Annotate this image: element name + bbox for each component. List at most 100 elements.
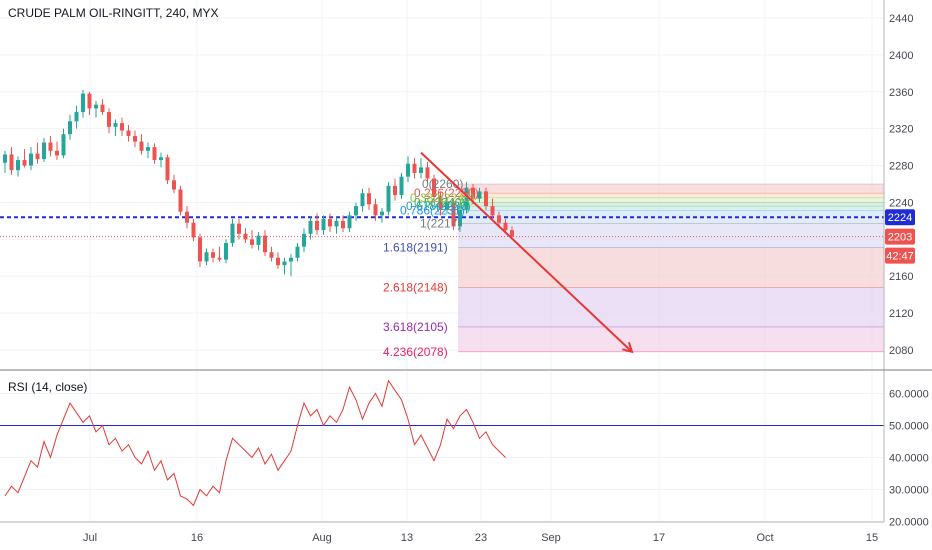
candle-body	[334, 220, 339, 227]
candle-body	[269, 252, 274, 258]
time-tick-label: 15	[866, 532, 878, 544]
candle-body	[276, 257, 280, 266]
candle-body	[386, 185, 391, 212]
time-tick-label: 13	[401, 532, 413, 544]
candle-body	[230, 223, 235, 244]
candle-body	[412, 163, 417, 173]
fib-level-label: 0.236(2250)	[414, 186, 479, 200]
fib-band	[458, 202, 884, 207]
candle-body	[22, 160, 27, 166]
candle-body	[490, 206, 495, 216]
price-badges: 2224 2203 42:47	[885, 209, 915, 264]
fib-level-label: 4.236(2078)	[383, 345, 448, 359]
candle-body	[360, 193, 365, 207]
fib-band	[458, 206, 884, 211]
candle-body	[237, 223, 241, 234]
candle-body	[477, 191, 482, 199]
candle-body	[464, 187, 469, 210]
candle-body	[243, 233, 248, 240]
time-tick-label: Jul	[83, 532, 97, 544]
candle-body	[250, 239, 254, 245]
price-tick-label: 2400	[889, 50, 913, 62]
price-tick-label: 2240	[889, 197, 913, 209]
time-tick-label: Aug	[312, 532, 332, 544]
candle-body	[341, 220, 345, 229]
fib-level-label: 0.786(2231)	[400, 204, 465, 218]
candle-body	[497, 215, 501, 223]
candle-body	[211, 252, 215, 258]
rsi-title: RSI (14, close)	[8, 380, 88, 394]
price-badge-label: 2224	[888, 212, 912, 224]
price-badge-label: 2203	[888, 232, 912, 244]
price-tick-label: 2080	[889, 345, 913, 357]
fib-level-label: 0.382(2245)	[410, 191, 475, 205]
fib-level-label: 0.618(2236)	[406, 199, 471, 213]
time-tick-label: Oct	[756, 532, 773, 544]
candle-body	[87, 93, 92, 109]
candle-body	[295, 246, 300, 258]
fib-band	[458, 247, 884, 288]
time-tick-label: 17	[653, 532, 665, 544]
candle-body	[198, 237, 202, 262]
candle-body	[503, 222, 508, 231]
candle-body	[191, 222, 196, 238]
candle-body	[48, 142, 53, 151]
candle-body	[419, 167, 423, 173]
candle-body	[380, 211, 384, 216]
trend-arrow-line	[420, 151, 633, 353]
candle-body	[159, 157, 163, 161]
rsi-tick-label: 20.0000	[889, 517, 929, 529]
candle-body	[458, 209, 462, 227]
time-tick-label: 23	[475, 532, 487, 544]
time-tick-label: Sep	[541, 532, 561, 544]
fib-level-label: 2.618(2148)	[383, 280, 448, 294]
candle-body	[510, 230, 514, 237]
candle-body	[120, 123, 124, 131]
candle-body	[178, 189, 183, 212]
candle-body	[42, 142, 46, 160]
candle-body	[152, 147, 157, 161]
candle-body	[16, 160, 20, 171]
fib-band	[458, 184, 884, 194]
candle-body	[3, 154, 7, 163]
rsi-series	[0, 379, 884, 507]
candle-body	[100, 104, 105, 113]
candle-body	[315, 220, 319, 231]
candle-body	[308, 220, 313, 234]
candle-body	[451, 202, 456, 227]
fib-extension-bands	[458, 183, 884, 353]
candle-body	[432, 178, 436, 197]
rsi-tick-label: 40.0000	[889, 453, 929, 465]
price-tick-label: 2320	[889, 124, 913, 136]
fib-level-label: 0(2260)	[422, 177, 463, 191]
fib-level-label: 1(2217)	[420, 217, 461, 231]
candle-body	[185, 211, 189, 223]
price-badge	[885, 209, 915, 226]
fib-band	[458, 210, 884, 224]
candle-body	[347, 215, 352, 229]
candle-body	[484, 191, 488, 207]
rsi-line	[4, 379, 506, 507]
candle-body	[393, 185, 397, 196]
candle-body	[406, 163, 410, 177]
candle-body	[172, 180, 176, 190]
rsi-tick-label: 60.0000	[889, 389, 929, 401]
candle-body	[282, 261, 287, 266]
candle-body	[107, 112, 111, 127]
candle-body	[425, 167, 430, 179]
candle-body	[471, 187, 475, 199]
candle-body	[35, 153, 40, 160]
candle-body	[146, 147, 150, 151]
candle-body	[113, 123, 118, 127]
candle-body	[165, 157, 170, 181]
fib-level-label: 0.5(2240)	[414, 195, 465, 209]
candle-body	[302, 233, 306, 247]
candlestick-series	[3, 89, 514, 277]
trend-arrow-head	[622, 342, 634, 354]
price-badge	[885, 228, 915, 245]
candle-body	[139, 141, 144, 151]
candle-body	[133, 136, 137, 142]
candle-body	[81, 93, 85, 113]
fib-band	[458, 287, 884, 327]
rsi-tick-label: 50.0000	[889, 421, 929, 433]
